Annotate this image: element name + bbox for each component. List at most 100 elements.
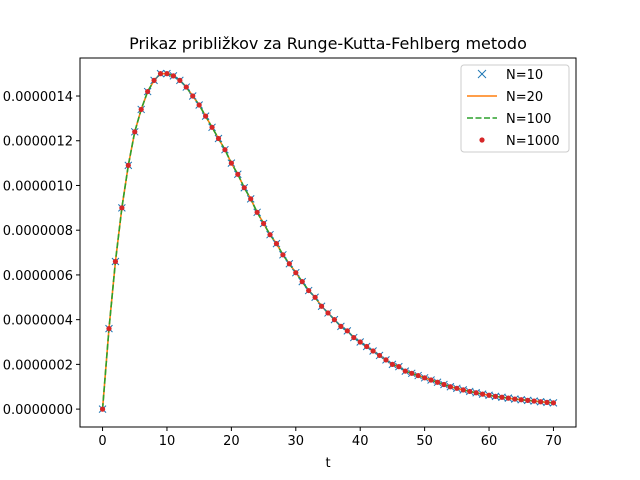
series-n1000-point bbox=[492, 393, 499, 399]
legend: N=10 N=20 N=100 N=1000 bbox=[460, 64, 570, 153]
series-n1000-point bbox=[338, 323, 344, 329]
series-n1000-point bbox=[222, 147, 228, 153]
series-n1000-point bbox=[286, 261, 292, 267]
y-tick-label: 0.0000006 bbox=[3, 269, 73, 284]
legend-item: N=10 bbox=[477, 68, 543, 83]
series-n1000-point bbox=[260, 220, 267, 227]
series-n1000-point bbox=[351, 334, 357, 341]
series-n1000-point bbox=[518, 397, 524, 403]
series-n1000-point bbox=[505, 395, 511, 401]
series-n1000-point bbox=[203, 113, 209, 119]
x-tick-label: 30 bbox=[288, 434, 305, 449]
series-n1000-point bbox=[325, 310, 331, 316]
series-n1000-point bbox=[512, 396, 518, 402]
legend-item: N=100 bbox=[467, 112, 551, 127]
series-n1000-point bbox=[280, 252, 286, 258]
y-tick-label: 0.0000010 bbox=[3, 179, 73, 194]
series-n1000-point bbox=[241, 185, 247, 191]
series-n1000-point bbox=[125, 162, 131, 168]
series-n1000-point bbox=[537, 399, 544, 405]
series-n1000-point bbox=[235, 171, 241, 177]
legend-label: N=20 bbox=[506, 90, 543, 105]
series-n1000-point bbox=[106, 326, 112, 332]
series-n1000-point bbox=[151, 77, 157, 83]
series-n1000-point bbox=[170, 73, 177, 79]
legend-label: N=1000 bbox=[506, 134, 560, 149]
series-n1000-point bbox=[544, 399, 550, 405]
series-n1000-point bbox=[409, 370, 415, 376]
series-n1000-point bbox=[434, 379, 441, 385]
series-n1000-point bbox=[248, 196, 254, 202]
series-n1000-point bbox=[228, 160, 234, 166]
series-n1000-point bbox=[344, 328, 350, 334]
series-n1000-point bbox=[447, 384, 453, 390]
series-n1000-point bbox=[196, 102, 202, 108]
series-n1000-point bbox=[190, 93, 196, 99]
series-n1000-point bbox=[112, 258, 119, 265]
series-n1000-point bbox=[331, 317, 338, 323]
series-layer bbox=[98, 69, 558, 413]
series-n1000-point bbox=[318, 303, 325, 309]
y-tick-label: 0.0000004 bbox=[3, 314, 73, 329]
series-n1000-point bbox=[389, 361, 396, 367]
series-n1000-point bbox=[460, 387, 466, 393]
series-n1000-point bbox=[454, 385, 460, 391]
series-n1000-point bbox=[157, 71, 164, 77]
series-n1000-point bbox=[183, 84, 189, 90]
y-tick-label: 0.0000012 bbox=[3, 135, 73, 150]
series-n1000-point bbox=[293, 270, 299, 276]
y-tick-label: 0.0000008 bbox=[3, 224, 73, 239]
series-n1000-point bbox=[99, 406, 106, 412]
series-n1000-point bbox=[383, 357, 389, 363]
series-n1000-point bbox=[215, 135, 222, 142]
series-n1000-point bbox=[499, 394, 505, 400]
series-n1000-point bbox=[525, 397, 531, 403]
series-n1000-point bbox=[550, 400, 557, 406]
x-tick-label: 40 bbox=[352, 434, 369, 449]
legend-box bbox=[460, 64, 570, 153]
x-tick-label: 20 bbox=[223, 434, 240, 449]
legend-marker bbox=[479, 137, 485, 143]
series-n1000-point bbox=[376, 352, 383, 359]
series-n1000-point bbox=[312, 294, 318, 300]
series-n1000-point bbox=[164, 71, 170, 77]
series-n1000-point bbox=[145, 88, 151, 95]
plot-frame bbox=[79, 57, 577, 428]
y-tick-label: 0.0000002 bbox=[3, 358, 73, 373]
series-n1000-point bbox=[209, 124, 215, 130]
series-n1000-point bbox=[415, 372, 421, 379]
series-n1000-point bbox=[119, 205, 125, 211]
x-tick-label: 10 bbox=[159, 434, 176, 449]
x-tick-label: 70 bbox=[545, 434, 562, 449]
series-n1000-point bbox=[273, 241, 280, 247]
chart-title: Prikaz približkov za Runge-Kutta-Fehlber… bbox=[129, 34, 527, 53]
x-tick-label: 60 bbox=[481, 434, 498, 449]
series-n1000-point bbox=[370, 348, 376, 354]
series-n1000-point bbox=[428, 377, 434, 383]
x-tick-label: 0 bbox=[98, 434, 106, 449]
series-n1000-point bbox=[177, 77, 183, 83]
series-n1000-point bbox=[422, 375, 428, 381]
series-n1000-point bbox=[357, 339, 363, 345]
series-n1000-point bbox=[299, 279, 305, 285]
legend-item: N=1000 bbox=[479, 134, 560, 149]
series-n1000-point bbox=[132, 129, 138, 135]
series-n1000-point bbox=[402, 368, 408, 374]
series-n1000-point bbox=[254, 209, 260, 215]
series-n1000-point bbox=[531, 398, 537, 404]
y-tick-label: 0.0000000 bbox=[3, 403, 73, 418]
legend-item: N=20 bbox=[467, 90, 543, 105]
series-n1000-point bbox=[364, 343, 370, 350]
series-n1000-point bbox=[138, 106, 144, 113]
y-axis: 0.0000000 0.0000002 0.0000004 0.0000006 0.00… bbox=[3, 90, 80, 418]
series-n1000-point bbox=[473, 390, 479, 396]
series-n1000-point bbox=[486, 392, 492, 398]
series-n1000-point bbox=[479, 391, 486, 397]
series-n1000-point bbox=[306, 287, 312, 294]
y-tick-label: 0.0000014 bbox=[3, 90, 73, 105]
x-axis: 0 10 20 30 40 50 60 70 bbox=[98, 427, 562, 449]
x-tick-label: 50 bbox=[416, 434, 433, 449]
series-n1000-point bbox=[267, 232, 273, 238]
series-n1000-point bbox=[467, 388, 473, 395]
series-n1000-point bbox=[441, 381, 447, 388]
